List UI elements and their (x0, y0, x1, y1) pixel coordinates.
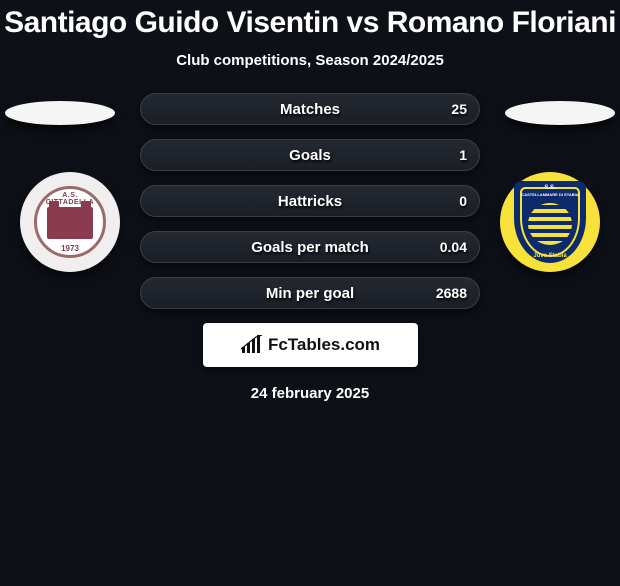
stat-label: Goals per match (251, 239, 369, 256)
wasp-icon (528, 203, 572, 245)
crest-top-text: A.S. CITTADELLA (37, 192, 103, 206)
left-club-badge: A.S. CITTADELLA 1973 (20, 172, 120, 272)
right-club-badge: S.S. CASTELLAMMARE DI STABIA Juve Stabia (500, 172, 600, 272)
left-player-ellipse (5, 101, 115, 125)
brand-box[interactable]: FcTables.com (203, 323, 418, 367)
stat-value: 1 (459, 147, 467, 163)
cittadella-crest: A.S. CITTADELLA 1973 (34, 186, 106, 258)
castle-icon (47, 207, 93, 239)
page-title: Santiago Guido Visentin vs Romano Floria… (0, 6, 620, 40)
stat-label: Matches (280, 101, 340, 118)
stat-value: 0.04 (440, 239, 467, 255)
stat-row: Goals 1 (140, 139, 480, 171)
juvestabia-crest: S.S. CASTELLAMMARE DI STABIA Juve Stabia (514, 181, 586, 263)
stat-value: 0 (459, 193, 467, 209)
stat-row: Matches 25 (140, 93, 480, 125)
stat-value: 25 (451, 101, 467, 117)
stat-row: Goals per match 0.04 (140, 231, 480, 263)
crest-base-text: Juve Stabia (514, 253, 586, 259)
comparison-container: A.S. CITTADELLA 1973 S.S. CASTELLAMMARE … (0, 93, 620, 402)
stat-label: Min per goal (266, 285, 354, 302)
stat-row: Min per goal 2688 (140, 277, 480, 309)
stat-label: Goals (289, 147, 331, 164)
crest-year: 1973 (37, 244, 103, 253)
crest-top-text: S.S. CASTELLAMMARE DI STABIA (514, 185, 586, 198)
brand-text: FcTables.com (268, 335, 380, 355)
stats-list: Matches 25 Goals 1 Hattricks 0 Goals per… (140, 93, 480, 309)
subtitle: Club competitions, Season 2024/2025 (0, 52, 620, 69)
date-line: 24 february 2025 (0, 385, 620, 402)
right-player-ellipse (505, 101, 615, 125)
stat-row: Hattricks 0 (140, 185, 480, 217)
stat-value: 2688 (436, 285, 467, 301)
bar-chart-icon (240, 335, 264, 355)
stat-label: Hattricks (278, 193, 342, 210)
